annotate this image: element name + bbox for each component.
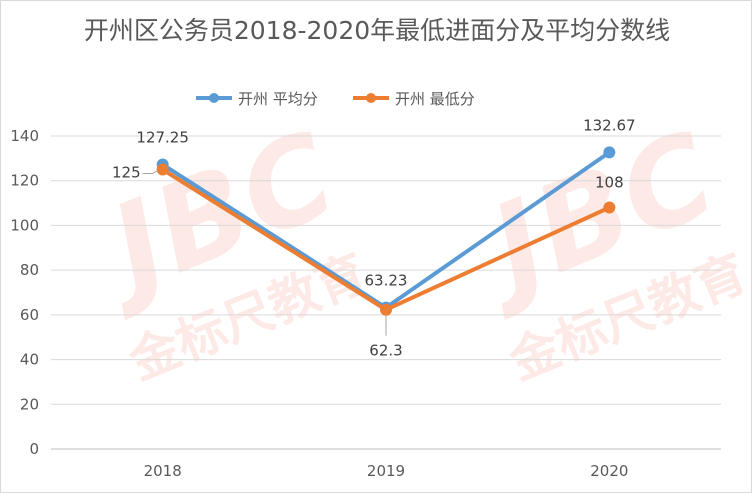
x-tick-label-2020: 2020 — [590, 462, 628, 480]
series — [156, 146, 616, 316]
data-label-s0-2: 132.67 — [583, 116, 636, 134]
data-point-s1-0 — [156, 163, 169, 176]
data-point-s0-2 — [603, 146, 616, 159]
y-tick-label-100: 100 — [10, 216, 39, 234]
data-label-s1-2: 108 — [595, 174, 624, 192]
legend-entry-0: 开州 平均分 — [238, 90, 318, 108]
legend-swatch-marker-1 — [366, 93, 376, 103]
data-point-s1-2 — [603, 201, 616, 214]
y-tick-label-0: 0 — [29, 440, 39, 458]
data-point-s1-1 — [380, 303, 392, 316]
leader-line-s1-0 — [142, 170, 158, 175]
y-tick-label-120: 120 — [10, 172, 39, 190]
y-tick-label-40: 40 — [20, 351, 39, 369]
data-labels: 127.25 63.23 132.67 125 62.3 108 — [112, 116, 636, 359]
legend: 开州 平均分 开州 最低分 — [196, 90, 475, 108]
axes: 0 20 40 60 80 100 120 140 2018 2019 2020 — [10, 127, 721, 480]
data-label-s0-1: 63.23 — [365, 272, 408, 290]
y-tick-label-80: 80 — [20, 261, 39, 279]
y-tick-label-20: 20 — [20, 395, 39, 413]
legend-swatch-marker-0 — [209, 93, 219, 103]
x-tick-label-2019: 2019 — [367, 462, 405, 480]
data-label-s1-1: 62.3 — [369, 342, 402, 360]
data-label-s1-0: 125 — [112, 164, 141, 182]
legend-entry-1: 开州 最低分 — [395, 90, 475, 108]
y-tick-label-60: 60 — [20, 306, 39, 324]
y-tick-label-140: 140 — [10, 127, 39, 145]
data-label-s0-0: 127.25 — [136, 129, 189, 147]
x-tick-label-2018: 2018 — [144, 462, 182, 480]
chart-title: 开州区公务员2018-2020年最低进面分及平均分数线 — [83, 16, 671, 45]
